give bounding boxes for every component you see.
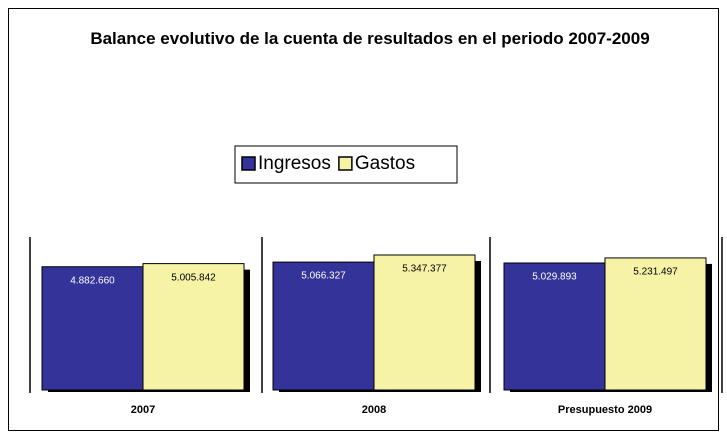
- bar: [41, 266, 144, 391]
- x-tick-label: Presupuesto 2009: [558, 404, 652, 416]
- data-label: 4.882.660: [70, 275, 115, 286]
- data-label: 5.029.893: [532, 272, 577, 283]
- legend-label: Ingresos: [258, 153, 331, 174]
- legend-label: Gastos: [355, 153, 415, 174]
- bar: [373, 254, 476, 391]
- data-label: 5.347.377: [402, 264, 447, 275]
- bar: [604, 257, 707, 391]
- chart-frame: [8, 8, 719, 431]
- data-label: 5.231.497: [633, 267, 678, 278]
- bar: [272, 261, 375, 391]
- x-tick-label: 2008: [362, 404, 386, 416]
- data-label: 5.005.842: [171, 272, 216, 283]
- legend-swatch: [241, 156, 256, 171]
- bar: [503, 262, 606, 391]
- legend-swatch: [338, 156, 353, 171]
- data-label: 5.066.327: [301, 271, 346, 282]
- x-tick-label: 2007: [131, 404, 155, 416]
- chart-title: Balance evolutivo de la cuenta de result…: [90, 29, 650, 48]
- bar: [142, 263, 245, 391]
